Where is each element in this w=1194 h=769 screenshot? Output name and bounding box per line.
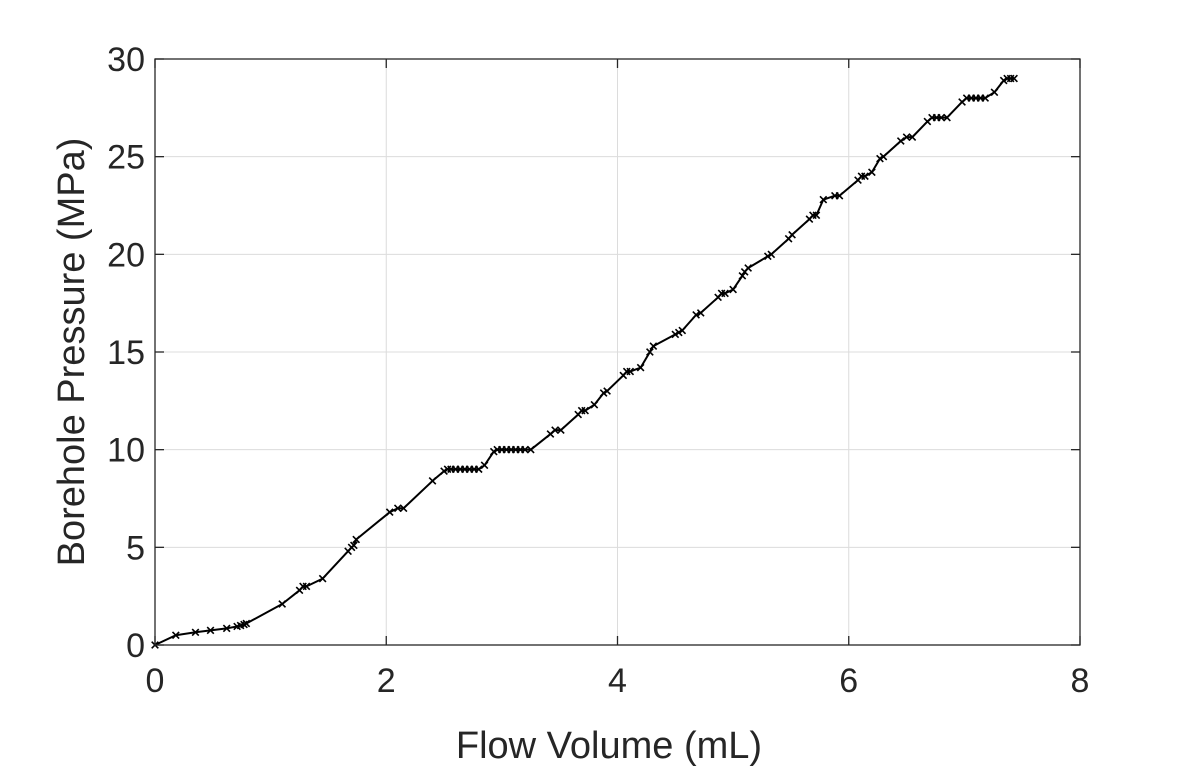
data-point: [812, 211, 821, 220]
y-tick-label: 20: [107, 236, 145, 274]
data-point: [428, 477, 437, 485]
x-tick-label: 6: [839, 662, 858, 700]
data-point: [385, 508, 394, 517]
data-point: [302, 582, 311, 591]
data-point: [521, 445, 529, 454]
data-point: [590, 400, 599, 409]
grid: [155, 59, 1080, 645]
data-point: [721, 289, 729, 298]
data-point: [835, 191, 844, 200]
y-tick-label: 5: [126, 529, 145, 567]
data-point: [868, 168, 876, 177]
data-point: [692, 311, 700, 319]
data-point: [896, 137, 905, 145]
data-point: [943, 113, 951, 122]
data-point: [399, 504, 408, 513]
y-tick-label: 25: [107, 139, 145, 177]
data-point: [581, 406, 589, 415]
x-tick-label: 8: [1071, 662, 1090, 700]
data-point: [649, 342, 658, 351]
data-point: [626, 367, 635, 376]
data-point: [744, 264, 753, 272]
data-point: [678, 326, 687, 335]
y-axis-label: Borehole Pressure (MPa): [51, 138, 93, 567]
data-point: [819, 195, 828, 204]
data-point: [352, 535, 361, 544]
data-point: [990, 88, 999, 97]
data-point: [242, 619, 251, 628]
y-tick-label: 0: [126, 627, 145, 665]
ticks: 0 2 4 6 8 0 5 10 15 20 25 30: [107, 41, 1089, 700]
data-point: [556, 426, 565, 434]
y-tick-label: 15: [107, 334, 145, 372]
data-point: [908, 133, 917, 141]
data-point: [861, 172, 869, 181]
y-tick-label: 10: [107, 432, 145, 470]
data-point: [603, 387, 611, 395]
data-point: [171, 631, 180, 640]
data-point: [480, 461, 489, 470]
data-point: [526, 445, 535, 454]
data-point: [206, 626, 215, 635]
data-point: [738, 271, 747, 280]
x-tick-label: 2: [377, 662, 396, 700]
data-point: [191, 628, 200, 637]
data-point: [350, 541, 358, 550]
data-point: [222, 624, 231, 633]
data-point: [636, 363, 645, 372]
data-point: [1010, 74, 1018, 83]
data-point: [767, 250, 776, 259]
x-axis-label: Flow Volume (mL): [456, 725, 762, 767]
data-point: [474, 465, 483, 474]
data-point: [646, 348, 654, 356]
data-point: [278, 600, 287, 608]
data-point: [937, 113, 946, 122]
data-point: [696, 309, 705, 317]
y-tick-label: 30: [107, 41, 145, 79]
data-point: [788, 230, 796, 239]
data-point: [729, 285, 737, 294]
data-point: [393, 504, 402, 513]
data-point: [551, 426, 559, 434]
data-point: [879, 152, 888, 161]
x-tick-label: 4: [608, 662, 627, 700]
data-point: [902, 133, 911, 141]
x-tick-label: 0: [146, 662, 165, 700]
data-point: [981, 94, 990, 102]
data-point: [318, 574, 327, 583]
